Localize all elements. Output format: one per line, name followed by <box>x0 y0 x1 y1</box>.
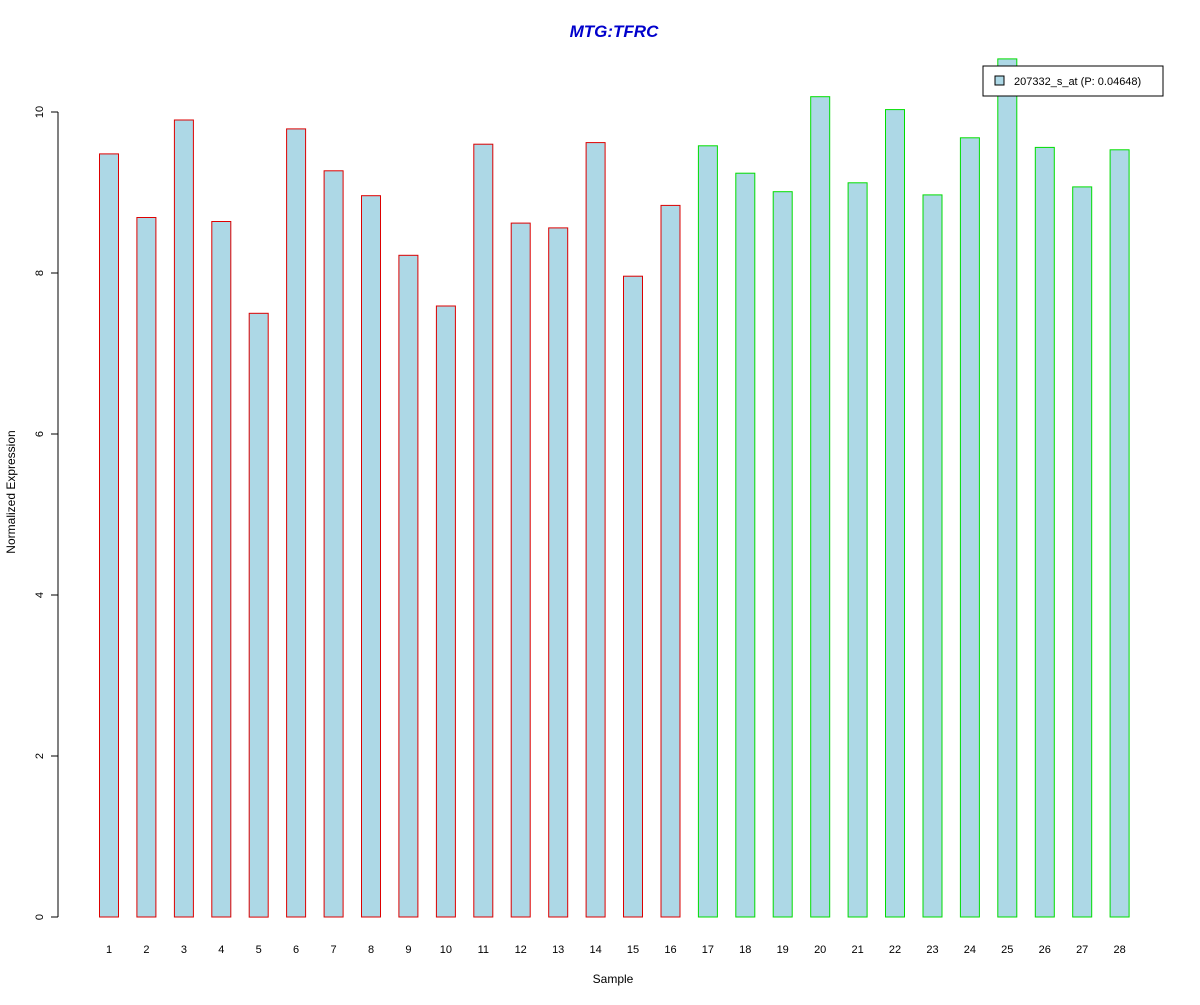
x-tick-label: 22 <box>889 944 901 956</box>
legend: 207332_s_at (P: 0.04648) <box>982 65 1164 97</box>
x-tick-label: 2 <box>143 944 149 956</box>
bar-sample-20 <box>810 96 831 918</box>
x-tick-labels: 1 2 3 4 5 6 7 8 9 10 11 12 13 14 15 16 17 18 19 20 21 22 23 24 2… <box>106 944 1126 956</box>
y-tick-label: 6 <box>34 431 46 437</box>
bar-sample-7 <box>323 170 344 918</box>
x-tick-label: 25 <box>1001 944 1013 956</box>
x-tick-label: 10 <box>440 944 452 956</box>
x-tick-label: 5 <box>256 944 262 956</box>
legend-box <box>982 65 1164 97</box>
bar-sample-18 <box>735 172 756 918</box>
bar-sample-28 <box>1109 149 1130 918</box>
x-tick-label: 19 <box>777 944 789 956</box>
x-tick-label: 18 <box>739 944 751 956</box>
bar-sample-11 <box>473 143 494 918</box>
bar-sample-3 <box>173 119 194 918</box>
bar-sample-13 <box>548 227 569 918</box>
legend-swatch <box>994 75 1005 86</box>
x-tick-label: 20 <box>814 944 826 956</box>
x-tick-label: 13 <box>552 944 564 956</box>
bar-sample-24 <box>959 137 980 918</box>
bar-sample-4 <box>211 221 232 918</box>
x-tick-label: 26 <box>1039 944 1051 956</box>
bar-sample-14 <box>585 142 606 918</box>
chart-title: MTG:TFRC <box>570 22 659 41</box>
x-tick-label: 16 <box>664 944 676 956</box>
x-axis-label: Sample <box>593 972 634 986</box>
bar-sample-25 <box>997 58 1018 918</box>
x-tick-label: 9 <box>405 944 411 956</box>
bar-sample-10 <box>435 305 456 918</box>
y-axis-label: Normalized Expression <box>4 430 18 553</box>
legend-label: 207332_s_at (P: 0.04648) <box>1014 76 1141 88</box>
bar-sample-2 <box>136 217 157 918</box>
bar-sample-16 <box>660 204 681 918</box>
x-tick-label: 4 <box>218 944 224 956</box>
bar-sample-26 <box>1034 146 1055 918</box>
bar-sample-17 <box>697 145 718 918</box>
x-tick-label: 12 <box>515 944 527 956</box>
x-tick-label: 6 <box>293 944 299 956</box>
bar-sample-15 <box>623 275 643 918</box>
bar-sample-22 <box>885 109 905 918</box>
bar-sample-19 <box>772 191 793 918</box>
y-tick-label: 4 <box>34 592 46 598</box>
x-tick-label: 23 <box>926 944 938 956</box>
bar-sample-12 <box>510 222 531 918</box>
y-axis: 0 2 4 6 8 10 <box>34 106 59 920</box>
x-tick-label: 7 <box>331 944 337 956</box>
x-tick-label: 24 <box>964 944 976 956</box>
y-tick-label: 0 <box>34 914 46 920</box>
x-tick-label: 1 <box>106 944 112 956</box>
bar-sample-8 <box>361 195 381 918</box>
x-tick-label: 27 <box>1076 944 1088 956</box>
x-tick-label: 17 <box>702 944 714 956</box>
bar-sample-5 <box>248 312 269 918</box>
x-tick-label: 11 <box>478 944 489 956</box>
bar-sample-21 <box>847 182 868 918</box>
bar-sample-23 <box>922 194 943 918</box>
bar-sample-27 <box>1072 186 1093 918</box>
x-tick-label: 8 <box>368 944 374 956</box>
y-tick-label: 10 <box>34 106 46 118</box>
x-tick-label: 21 <box>851 944 863 956</box>
bars <box>99 58 1130 918</box>
bar-sample-6 <box>286 128 307 918</box>
bar-sample-1 <box>99 153 119 918</box>
x-tick-label: 3 <box>181 944 187 956</box>
x-tick-label: 14 <box>589 944 601 956</box>
bar-sample-9 <box>398 254 419 918</box>
y-tick-label: 2 <box>34 753 46 759</box>
x-tick-label: 28 <box>1113 944 1125 956</box>
x-tick-label: 15 <box>627 944 639 956</box>
y-tick-label: 8 <box>34 270 46 276</box>
